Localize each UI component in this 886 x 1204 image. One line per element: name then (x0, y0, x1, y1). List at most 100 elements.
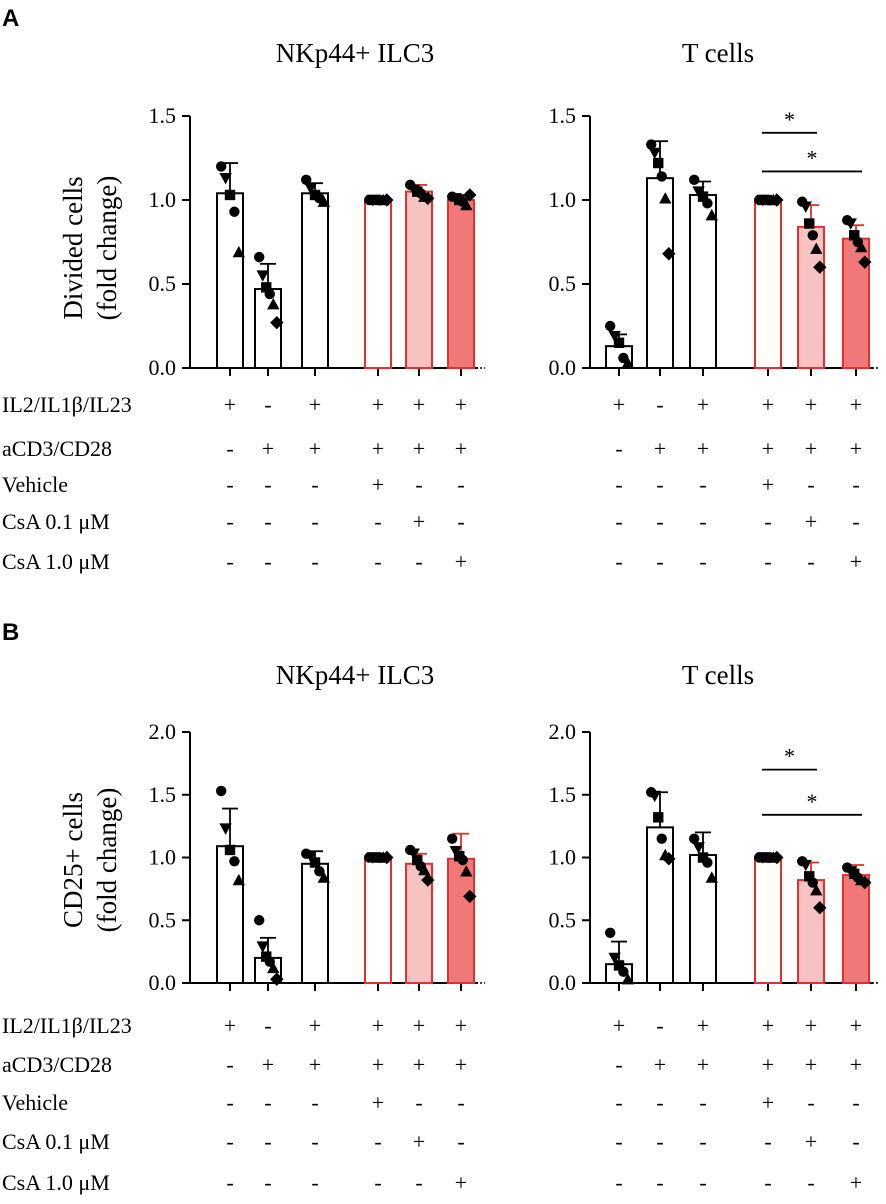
condition-sign: + (805, 392, 817, 417)
chart-title-a-tcells: T cells (682, 38, 754, 68)
condition-sign: - (415, 1090, 422, 1115)
condition-sign: + (455, 392, 467, 417)
chart-a-ilc3: 0.0 0.5 1.0 1.5 (149, 103, 485, 380)
condition-sign: - (374, 509, 381, 534)
bar (842, 874, 870, 985)
bar (797, 225, 825, 369)
data-point (799, 201, 812, 213)
condition-sign: + (805, 1129, 817, 1154)
condition-sign: - (264, 549, 271, 574)
bar (646, 826, 674, 984)
condition-row-label: CsA 1.0 μM (2, 1170, 110, 1195)
data-point (412, 854, 423, 866)
data-point (216, 785, 227, 797)
condition-sign: + (372, 1052, 384, 1077)
bar (364, 856, 392, 984)
data-point (380, 850, 394, 865)
condition-sign: - (457, 1090, 464, 1115)
data-point (689, 174, 700, 186)
condition-sign: - (807, 549, 814, 574)
bar (754, 199, 782, 369)
bar (301, 862, 329, 985)
data-point (309, 857, 321, 868)
condition-row-label: CsA 1.0 μM (2, 549, 110, 574)
bar (364, 199, 392, 369)
data-point (770, 850, 784, 865)
data-point (849, 230, 860, 241)
condition-sign: + (654, 1052, 666, 1077)
data-point (270, 972, 284, 986)
condition-sign: - (764, 549, 771, 574)
condition-sign: + (372, 392, 384, 417)
condition-sign: - (457, 472, 464, 497)
condition-sign: - (311, 1090, 318, 1115)
chart-b-tcells: 0.0 0.5 1.0 1.5 2.0 * * (549, 719, 880, 995)
condition-sign: + (413, 1013, 425, 1038)
data-point (689, 833, 700, 844)
y-axis-label-a-line1: Divided cells (58, 176, 88, 319)
data-point (659, 192, 672, 204)
condition-sign: - (264, 1129, 271, 1154)
condition-sign: + (455, 1052, 467, 1077)
condition-sign: + (850, 392, 862, 417)
condition-sign: + (224, 1013, 236, 1038)
condition-row-label: Vehicle (2, 472, 68, 497)
condition-sign: + (224, 392, 236, 417)
y-axis-label-b-line1: CD25+ cells (58, 792, 88, 928)
data-point (662, 852, 676, 866)
y-tick-label: 0.0 (549, 970, 577, 995)
condition-sign: + (413, 1129, 425, 1154)
condition-sign: - (226, 1129, 233, 1154)
y-tick-label: 0.0 (149, 970, 177, 995)
condition-sign: - (457, 509, 464, 534)
data-point (460, 198, 473, 211)
data-point (810, 883, 823, 896)
data-point (317, 871, 330, 883)
bar (301, 192, 329, 369)
data-point (804, 218, 815, 229)
condition-sign: - (615, 436, 622, 461)
bar (447, 199, 475, 369)
condition-sign: - (264, 1170, 271, 1195)
significance-star: * (807, 789, 818, 814)
condition-table-a: IL2/IL1β/IL23 + + - - + + + + + + + + aCD3/CD28 - - + + + +… (2, 392, 862, 574)
condition-sign: - (415, 472, 422, 497)
y-axis-label-b-line2: (fold change) (92, 788, 122, 933)
significance-star: * (784, 107, 795, 132)
data-point (219, 823, 232, 835)
condition-sign: + (697, 392, 709, 417)
data-point (858, 255, 872, 269)
significance-star: * (784, 744, 795, 769)
data-point (605, 927, 616, 938)
data-point (421, 191, 435, 206)
data-point (858, 875, 872, 890)
condition-sign: - (656, 549, 663, 574)
condition-sign: + (372, 1013, 384, 1038)
condition-sign: + (309, 1013, 321, 1038)
data-point (702, 857, 713, 868)
condition-table-b: IL2/IL1β/IL23 + + - - + + + + + + + + aCD3/CD28 - - + + + +… (2, 1013, 862, 1195)
condition-sign: - (764, 509, 771, 534)
data-point (804, 871, 815, 882)
condition-sign: - (699, 1090, 706, 1115)
bar (797, 879, 825, 985)
condition-sign: - (311, 549, 318, 574)
condition-sign: - (764, 1129, 771, 1154)
data-point (692, 842, 705, 854)
condition-sign: + (455, 1170, 467, 1195)
data-point (799, 859, 812, 872)
y-tick-label: 0.5 (149, 907, 177, 932)
panel-letter-a: A (2, 5, 19, 32)
data-point (844, 218, 857, 230)
condition-sign: - (415, 1170, 422, 1195)
condition-sign: - (264, 472, 271, 497)
bar (405, 190, 433, 369)
chart-a-tcells: 0.0 0.5 1.0 1.5 * * (549, 103, 880, 380)
condition-sign: + (762, 392, 774, 417)
y-axis-label-a-line2: (fold change) (92, 176, 122, 321)
condition-sign: + (850, 549, 862, 574)
y-tick-label: 1.0 (549, 187, 577, 212)
data-point (697, 852, 709, 863)
data-point (613, 960, 625, 971)
condition-sign: - (615, 1170, 622, 1195)
